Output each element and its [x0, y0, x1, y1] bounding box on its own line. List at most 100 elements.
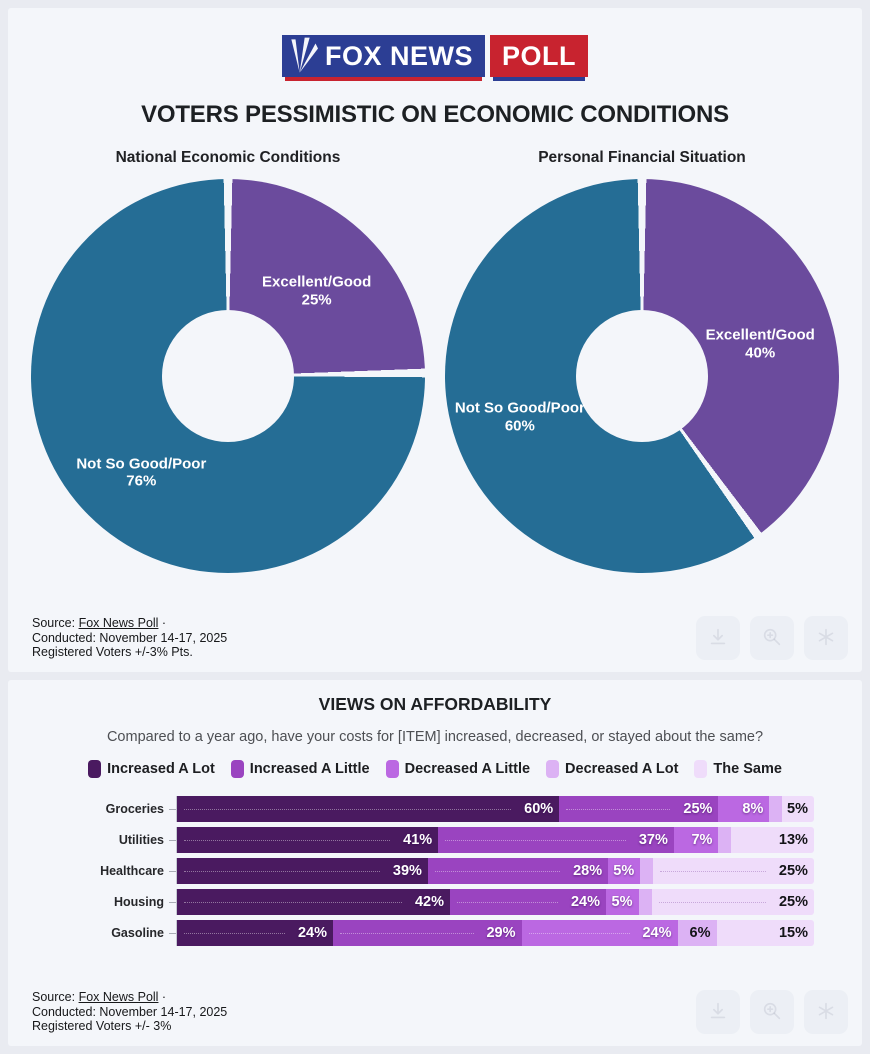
- download-icon: [707, 1000, 729, 1025]
- margin-of-error-line: Registered Voters +/-3% Pts.: [32, 645, 193, 660]
- download-button[interactable]: [696, 990, 740, 1034]
- segment-the-same: 5%: [782, 796, 814, 822]
- download-button[interactable]: [696, 616, 740, 660]
- segment-value-label: 25%: [778, 863, 808, 879]
- donut-title-personal: Personal Financial Situation: [538, 149, 746, 166]
- category-label-healthcare: Healthcare: [18, 858, 176, 884]
- segment-value-label: 37%: [638, 832, 668, 848]
- category-label-groceries: Groceries: [18, 796, 176, 822]
- slice-label-not-so-good-poor: Not So Good/Poor 76%: [76, 454, 207, 490]
- source-note-bottom: Source: Fox News Poll · Conducted: Novem…: [32, 990, 228, 1034]
- searchlight-icon: [288, 36, 318, 76]
- segment-decreased-a-lot: [718, 827, 732, 853]
- zoom-in-icon: [761, 1000, 783, 1025]
- segment-increased-a-little: 37%: [438, 827, 674, 853]
- legend-label: Increased A Lot: [107, 761, 215, 777]
- stacked-bar-chart: Groceries 60% 25% 8% 5% Utilities 41% 37% 7% 13% H…: [18, 796, 814, 946]
- legend-swatch: [230, 760, 244, 778]
- segment-decreased-a-lot: [640, 858, 654, 884]
- segment-decreased-a-lot: [769, 796, 783, 822]
- poll-logo-box: POLL: [490, 35, 588, 77]
- segment-decreased-a-lot: [638, 889, 652, 915]
- economic-conditions-card: FOX NEWS POLL VOTERS PESSIMISTIC ON ECON…: [8, 8, 862, 672]
- donut-charts-row: National Economic Conditions Excellent/G…: [8, 149, 862, 573]
- bar-row-housing: 42% 24% 5% 25%: [176, 889, 814, 915]
- segment-increased-a-little: 24%: [450, 889, 606, 915]
- segment-increased-a-lot: 41%: [177, 827, 439, 853]
- fox-news-poll-logo: FOX NEWS POLL: [8, 35, 862, 77]
- page-title: VOTERS PESSIMISTIC ON ECONOMIC CONDITION…: [141, 101, 729, 128]
- donut-hole: [162, 310, 294, 442]
- segment-increased-a-little: 29%: [333, 920, 522, 946]
- segment-the-same: 25%: [653, 858, 814, 884]
- poll-question: Compared to a year ago, have your costs …: [106, 729, 764, 745]
- segment-value-label: 8%: [742, 801, 764, 817]
- slice-label-not-so-good-poor: Not So Good/Poor 60%: [454, 399, 585, 435]
- zoom-in-button[interactable]: [750, 616, 794, 660]
- segment-increased-a-little: 28%: [427, 858, 609, 884]
- download-icon: [707, 626, 729, 651]
- segment-the-same: 15%: [716, 920, 814, 946]
- bar-chart-legend: Increased A Lot Increased A Little Decreas…: [8, 760, 862, 778]
- legend-item-increased-a-lot: Increased A Lot: [88, 760, 215, 778]
- category-label-gasoline: Gasoline: [18, 920, 176, 946]
- share-icon: [815, 1000, 837, 1025]
- bar-row-utilities: 41% 37% 7% 13%: [176, 827, 814, 853]
- segment-increased-a-lot: 24%: [177, 920, 333, 946]
- source-note-top: Source: Fox News Poll · Conducted: Novem…: [32, 616, 228, 660]
- segment-value-label: 5%: [613, 863, 635, 879]
- chart-actions: [696, 616, 848, 660]
- donut-chart-personal: Excellent/Good 40% Not So Good/Poor 60%: [445, 179, 839, 573]
- segment-value-label: 24%: [570, 894, 600, 910]
- zoom-in-icon: [761, 626, 783, 651]
- poll-logo-text: POLL: [502, 40, 576, 71]
- chart-actions: [696, 990, 848, 1034]
- bar-row-gasoline: 24% 29% 24% 6% 15%: [176, 920, 814, 946]
- segment-value-label: 60%: [524, 801, 554, 817]
- donut-personal-financial: Personal Financial Situation Excellent/G…: [443, 149, 841, 573]
- segment-value-label: 5%: [787, 801, 808, 817]
- segment-increased-a-lot: 39%: [177, 858, 428, 884]
- conducted-line: Conducted: November 14-17, 2025: [32, 1004, 228, 1019]
- segment-value-label: 41%: [403, 832, 433, 848]
- legend-item-decreased-a-little: Decreased A Little: [385, 760, 531, 778]
- margin-of-error-line: Registered Voters +/- 3%: [32, 1019, 172, 1034]
- legend-label: Increased A Little: [249, 761, 370, 777]
- share-button[interactable]: [804, 990, 848, 1034]
- segment-value-label: 42%: [414, 894, 444, 910]
- segment-value-label: 39%: [392, 863, 422, 879]
- segment-decreased-a-lot: 6%: [677, 920, 717, 946]
- segment-value-label: 7%: [691, 832, 713, 848]
- slice-label-excellent-good: Excellent/Good 40%: [705, 326, 815, 362]
- legend-label: Decreased A Little: [404, 761, 531, 777]
- bar-row-healthcare: 39% 28% 5% 25%: [176, 858, 814, 884]
- legend-label: Decreased A Lot: [565, 761, 679, 777]
- legend-item-the-same: The Same: [694, 760, 782, 778]
- segment-value-label: 24%: [297, 925, 327, 941]
- segment-decreased-a-little: 7%: [673, 827, 719, 853]
- fox-news-logo-box: FOX NEWS: [281, 35, 485, 77]
- segment-value-label: 15%: [778, 925, 808, 941]
- segment-value-label: 13%: [778, 832, 808, 848]
- donut-national-economic: National Economic Conditions Excellent/G…: [29, 149, 427, 573]
- slice-label-excellent-good: Excellent/Good 25%: [262, 273, 372, 309]
- source-link[interactable]: Fox News Poll: [78, 990, 159, 1005]
- zoom-in-button[interactable]: [750, 990, 794, 1034]
- segment-decreased-a-little: 8%: [718, 796, 770, 822]
- segment-value-label: 25%: [683, 801, 713, 817]
- affordability-card: VIEWS ON AFFORDABILITY Compared to a yea…: [8, 680, 862, 1046]
- segment-value-label: 6%: [689, 925, 711, 941]
- segment-the-same: 13%: [731, 827, 814, 853]
- share-button[interactable]: [804, 616, 848, 660]
- legend-swatch: [694, 760, 708, 778]
- share-icon: [815, 626, 837, 651]
- category-label-housing: Housing: [18, 889, 176, 915]
- segment-decreased-a-little: 5%: [608, 858, 641, 884]
- donut-title-national: National Economic Conditions: [115, 149, 341, 166]
- affordability-title: VIEWS ON AFFORDABILITY: [318, 694, 552, 714]
- conducted-line: Conducted: November 14-17, 2025: [32, 630, 228, 645]
- legend-label: The Same: [713, 761, 782, 777]
- fox-news-logo-text: FOX NEWS: [324, 40, 473, 71]
- source-link[interactable]: Fox News Poll: [78, 616, 159, 631]
- legend-swatch: [88, 760, 102, 778]
